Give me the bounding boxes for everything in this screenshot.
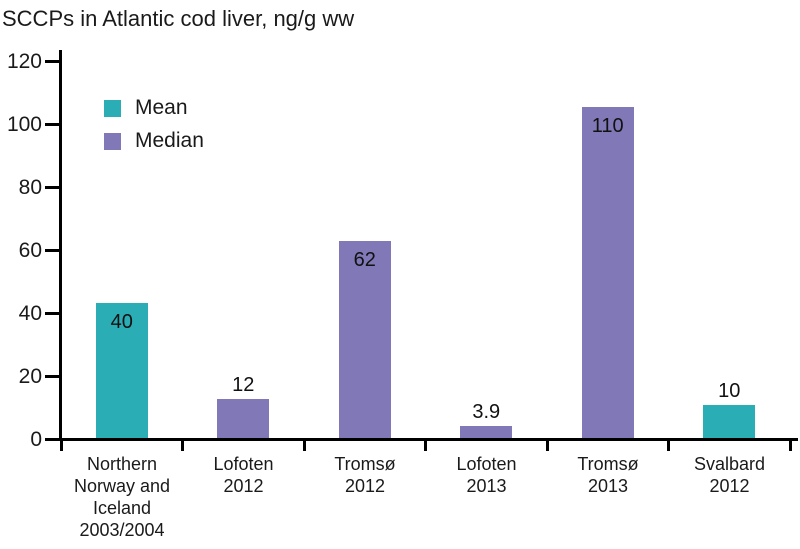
- y-tick-label: 80: [18, 176, 42, 199]
- bar-value-label: 12: [232, 374, 255, 396]
- y-tick-label: 60: [18, 239, 42, 262]
- legend-item-median: Median: [104, 130, 204, 152]
- bar-median: [338, 241, 391, 438]
- x-tick-mark: [59, 440, 63, 451]
- x-category-label: Northern Norway and Iceland 2003/2004: [73, 454, 171, 540]
- x-category-label: Lofoten 2013: [456, 454, 517, 496]
- y-tick-mark: [45, 60, 60, 63]
- x-category-label: Svalbard 2012: [693, 454, 766, 496]
- legend-swatch-mean-icon: [104, 99, 121, 117]
- legend: Mean Median: [104, 97, 204, 163]
- y-tick-label: 100: [6, 113, 42, 136]
- bar-median: [217, 399, 270, 438]
- bar-mean: [703, 405, 756, 438]
- x-tick-mark: [667, 440, 670, 451]
- bar-value-label: 62: [353, 249, 376, 271]
- x-tick-mark: [545, 440, 549, 451]
- y-tick-mark: [45, 375, 60, 378]
- chart-title: SCCPs in Atlantic cod liver, ng/g ww: [2, 6, 355, 31]
- y-axis-line: [59, 50, 62, 440]
- bar-value-label: 10: [718, 380, 741, 402]
- x-category-label: Tromsø 2013: [577, 454, 639, 496]
- legend-label-mean: Mean: [135, 96, 188, 119]
- y-tick-mark: [45, 186, 60, 189]
- x-category-label: Tromsø 2012: [334, 454, 396, 496]
- bar-median: [460, 426, 513, 438]
- x-tick-mark: [424, 440, 427, 451]
- y-tick-label: 20: [18, 365, 42, 388]
- bar-value-label: 3.9: [472, 401, 501, 423]
- y-tick-mark: [45, 123, 60, 126]
- legend-label-median: Median: [135, 129, 204, 152]
- y-tick-label: 40: [18, 302, 42, 325]
- y-tick-mark: [45, 438, 60, 441]
- x-category-label: Lofoten 2012: [213, 454, 274, 496]
- x-tick-mark: [788, 440, 792, 451]
- bar-value-label: 40: [110, 311, 133, 333]
- bar-median: [581, 107, 634, 438]
- y-tick-mark: [45, 249, 60, 252]
- x-axis-line: [59, 438, 798, 441]
- bar-value-label: 110: [591, 115, 624, 137]
- y-tick-label: 120: [6, 50, 42, 73]
- legend-item-mean: Mean: [104, 97, 204, 119]
- y-tick-label: 0: [30, 428, 42, 451]
- y-tick-mark: [45, 312, 60, 315]
- legend-swatch-median-icon: [104, 132, 121, 150]
- x-tick-mark: [181, 440, 184, 451]
- x-tick-mark: [302, 440, 306, 451]
- bar-mean: [95, 303, 148, 438]
